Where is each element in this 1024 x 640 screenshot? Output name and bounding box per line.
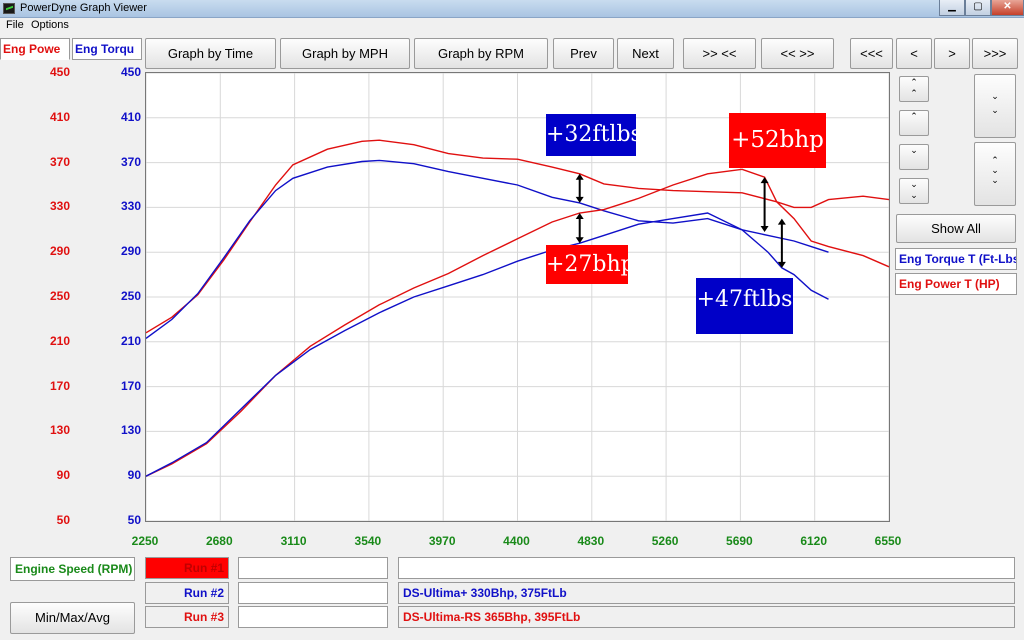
rpm-axis-tick: 6550 <box>874 534 902 548</box>
power-axis-tick: 130 <box>49 423 70 438</box>
pan-left-button[interactable]: < <box>896 38 932 69</box>
rpm-axis-tick: 3540 <box>354 534 382 548</box>
power-gain-low-label: +27bhp <box>546 245 635 284</box>
rpm-axis-tick: 5690 <box>726 534 753 548</box>
minimize-button[interactable]: ▁ <box>939 0 965 16</box>
series-line-4 <box>145 212 829 477</box>
torque-gain-low-label: +32ftlbs <box>546 114 642 156</box>
close-button[interactable]: ✕ <box>991 0 1024 16</box>
run2-value-field[interactable] <box>238 582 388 604</box>
graph-svg <box>145 72 890 522</box>
run2-description[interactable]: DS-Ultima+ 330Bhp, 375FtLb <box>398 582 1015 604</box>
torque-gain-arrow-low-head-bottom <box>575 196 584 203</box>
power-axis-tick: 250 <box>49 289 70 303</box>
torque-axis-tick: 210 <box>120 333 141 348</box>
torque-axis-tick: 250 <box>120 289 141 303</box>
scroll-bottom-button[interactable]: ⌄ ⌄ <box>899 178 929 204</box>
title-bar: PowerDyne Graph Viewer ▁ ▢ ✕ <box>0 0 1024 18</box>
run3-value-field[interactable] <box>238 606 388 628</box>
torque-axis-tick: 170 <box>120 378 141 393</box>
app-icon <box>3 3 15 14</box>
zoom-out-button[interactable]: << >> <box>761 38 834 69</box>
torque-axis-tick: 130 <box>120 423 141 438</box>
scroll-up-button[interactable]: ⌃ <box>899 110 929 136</box>
torque-gain-arrow-high-head-bottom <box>777 261 786 268</box>
torque-axis-tick: 290 <box>120 244 141 259</box>
power-axis-tick: 290 <box>49 244 70 259</box>
torque-axis-tick: 410 <box>120 109 141 124</box>
pan-far-right-button[interactable]: >>> <box>972 38 1018 69</box>
legend-power[interactable]: Eng Power T (HP) <box>895 273 1017 295</box>
rpm-axis-tick: 6120 <box>800 534 828 548</box>
prev-button[interactable]: Prev <box>553 38 614 69</box>
power-axis-tick: 330 <box>49 199 70 214</box>
menu-bar: File Options <box>0 18 1024 33</box>
graph-by-rpm-button[interactable]: Graph by RPM <box>414 38 548 69</box>
power-gain-high-label: +52bhp <box>729 113 826 168</box>
tab-eng-torque[interactable]: Eng Torqu <box>72 38 142 60</box>
x-channel-field[interactable]: Engine Speed (RPM) <box>10 557 135 581</box>
rpm-axis-tick: 4400 <box>503 534 530 548</box>
power-axis-tick: 410 <box>49 109 70 124</box>
power-axis-tick: 90 <box>56 468 70 483</box>
scale-up-button[interactable]: ⌄ ⌄ <box>974 74 1016 138</box>
graph-by-time-button[interactable]: Graph by Time <box>145 38 276 69</box>
menu-options[interactable]: Options <box>31 19 69 31</box>
graph-by-mph-button[interactable]: Graph by MPH <box>280 38 410 69</box>
scroll-down-button[interactable]: ⌄ <box>899 144 929 170</box>
torque-gain-high-label: +47ftlbs <box>696 278 793 334</box>
power-axis-tick: 50 <box>56 513 70 527</box>
run1-value-field[interactable] <box>238 557 388 579</box>
power-gain-arrow-high-head-top <box>760 177 769 184</box>
rpm-axis-tick: 4830 <box>577 534 605 548</box>
scroll-top-button[interactable]: ⌃ ⌃ <box>899 76 929 102</box>
power-axis-tick: 450 <box>49 65 70 79</box>
rpm-axis-tick: 5260 <box>651 534 679 548</box>
rpm-axis-tick: 2680 <box>205 534 233 548</box>
rpm-axis-tick: 3970 <box>428 534 456 548</box>
power-axis-tick: 210 <box>49 333 70 348</box>
run1-label[interactable]: Run #1 <box>145 557 229 579</box>
power-axis-tick: 370 <box>49 154 70 169</box>
show-all-button[interactable]: Show All <box>896 214 1016 243</box>
run1-description[interactable] <box>398 557 1015 579</box>
torque-axis-tick: 90 <box>127 468 141 483</box>
zoom-in-button[interactable]: >> << <box>683 38 756 69</box>
power-axis-tick: 170 <box>49 378 70 393</box>
power-gain-arrow-high-head-bottom <box>760 226 769 233</box>
torque-axis-tick: 50 <box>127 513 141 527</box>
maximize-button[interactable]: ▢ <box>965 0 991 16</box>
torque-axis-tick: 450 <box>120 65 141 79</box>
rpm-axis-tick: 3110 <box>280 534 307 548</box>
power-gain-arrow-low-head-top <box>575 213 584 219</box>
torque-gain-arrow-low-head-top <box>575 173 584 180</box>
torque-gain-arrow-high-head-top <box>777 218 786 225</box>
torque-axis-tick: 330 <box>120 199 141 214</box>
legend-torque[interactable]: Eng Torque T (Ft-Lbs) <box>895 248 1017 270</box>
run2-label[interactable]: Run #2 <box>145 582 229 604</box>
pan-right-button[interactable]: > <box>934 38 970 69</box>
next-button[interactable]: Next <box>617 38 674 69</box>
scale-expand-button[interactable]: ⌃ ⌄ ⌄ <box>974 142 1016 206</box>
rpm-axis-tick: 2250 <box>131 534 159 548</box>
torque-axis-tick: 370 <box>120 154 141 169</box>
window-title: PowerDyne Graph Viewer <box>20 2 147 14</box>
run3-description[interactable]: DS-Ultima-RS 365Bhp, 395FtLb <box>398 606 1015 628</box>
power-gain-arrow-low-head-bottom <box>575 237 584 244</box>
menu-file[interactable]: File <box>6 19 24 31</box>
pan-far-left-button[interactable]: <<< <box>850 38 893 69</box>
min-max-avg-button[interactable]: Min/Max/Avg <box>10 602 135 634</box>
run3-label[interactable]: Run #3 <box>145 606 229 628</box>
tab-eng-power[interactable]: Eng Powe <box>0 38 70 60</box>
